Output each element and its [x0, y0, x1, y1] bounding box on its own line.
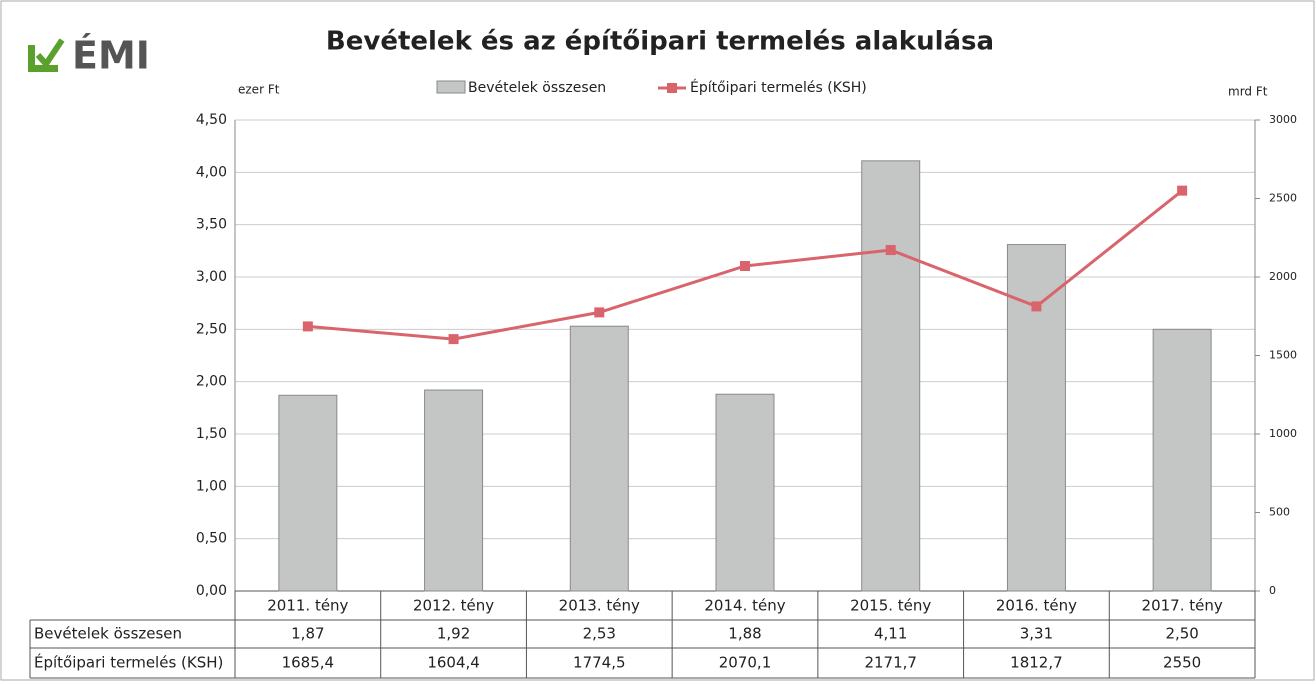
marker [740, 260, 750, 271]
y2-tick-label: 1500 [1269, 349, 1297, 362]
table-value: 2,50 [1165, 625, 1198, 643]
table-value: 4,11 [874, 625, 907, 643]
legend-swatch [436, 80, 466, 94]
y-tick-label: 0,50 [196, 531, 227, 547]
marker [1177, 185, 1188, 196]
y-tick-label: 4,00 [196, 164, 227, 180]
table-value: 2171,7 [864, 654, 917, 672]
y-tick-label: 1,50 [196, 426, 227, 442]
logo-icon [28, 45, 58, 72]
x-tick-label: 2012. tény [413, 597, 494, 615]
y2-axis-label: mrd Ft [1228, 85, 1268, 99]
x-tick-label: 2015. tény [850, 597, 931, 615]
table-value: 1685,4 [282, 654, 335, 672]
table-value: 1,92 [437, 625, 470, 643]
y-tick-label: 1,00 [196, 478, 227, 494]
table-value: 1812,7 [1010, 654, 1063, 672]
bar [715, 393, 775, 592]
table-value: 1604,4 [427, 654, 480, 672]
marker [448, 334, 459, 345]
table-value: 2550 [1163, 654, 1201, 672]
y2-tick-label: 0 [1269, 584, 1276, 597]
y2-tick-label: 3000 [1269, 113, 1297, 126]
table-value: 2070,1 [719, 654, 772, 672]
marker [885, 245, 896, 256]
y-axis-label: ezer Ft [238, 83, 280, 97]
legend-label: Építőipari termelés (KSH) [690, 79, 867, 96]
marker [1031, 301, 1042, 312]
x-tick-label: 2014. tény [704, 597, 785, 615]
y2-tick-label: 500 [1269, 506, 1290, 519]
x-tick-label: 2013. tény [559, 597, 640, 615]
legend-label: Bevételek összesen [468, 80, 606, 96]
y-tick-label: 4,50 [196, 112, 227, 128]
y-tick-label: 3,00 [196, 269, 227, 285]
x-tick-label: 2011. tény [267, 597, 348, 615]
x-tick-label: 2016. tény [996, 597, 1077, 615]
table-value: 1,88 [728, 625, 761, 643]
y2-tick-label: 2500 [1269, 192, 1297, 205]
y2-tick-label: 2000 [1269, 270, 1297, 283]
legend-swatch [667, 83, 677, 93]
table-value: 1,87 [291, 625, 324, 643]
table-value: 2,53 [583, 625, 616, 643]
x-tick-label: 2017. tény [1142, 597, 1223, 615]
chart-title: Bevételek és az építőipari termelés alak… [326, 27, 994, 57]
logo-check [35, 38, 65, 69]
logo: ÉMI [72, 34, 150, 78]
table-value: 3,31 [1020, 625, 1053, 643]
y-tick-label: 3,50 [196, 217, 227, 233]
table-row-label: Építőipari termelés (KSH) [34, 653, 223, 672]
y-tick-label: 2,50 [196, 321, 227, 337]
y-tick-label: 0,00 [196, 583, 227, 599]
marker [594, 307, 605, 318]
bar [861, 160, 921, 592]
y-tick-label: 2,00 [196, 374, 227, 390]
marker [302, 321, 313, 332]
bar [1152, 328, 1212, 592]
bar [278, 394, 338, 592]
y2-tick-label: 1000 [1269, 427, 1297, 440]
table-row-label: Bevételek összesen [34, 625, 182, 643]
bar [424, 389, 484, 592]
table-value: 1774,5 [573, 654, 626, 672]
bar [569, 325, 629, 592]
bar [1006, 244, 1066, 592]
